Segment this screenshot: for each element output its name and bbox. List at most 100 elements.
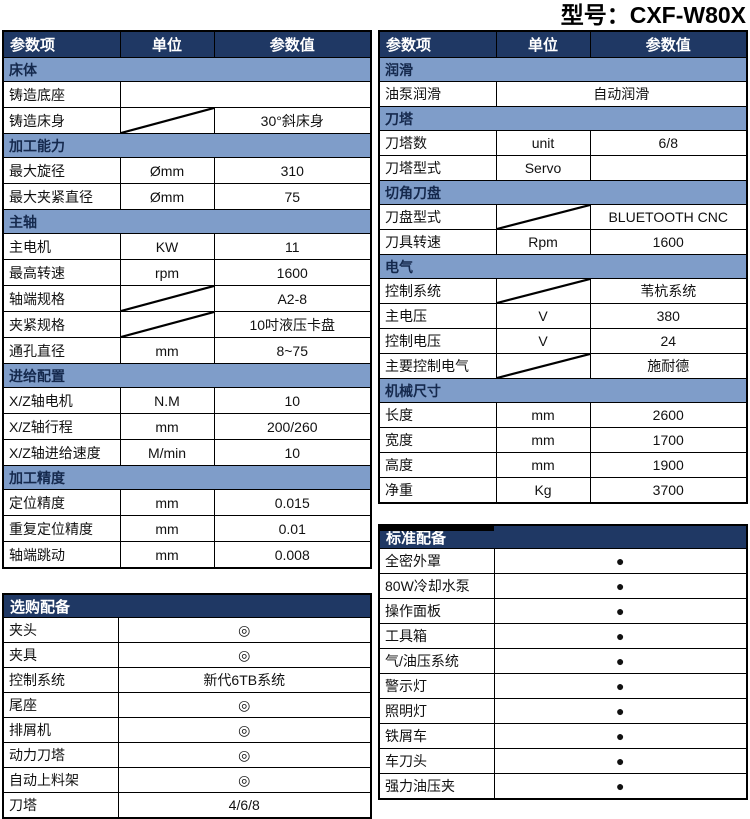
row-value: 1600 (589, 229, 748, 255)
row-value: 新代6TB系统 (117, 667, 372, 693)
row-label: 80W冷却水泵 (378, 573, 495, 599)
row-label: 操作面板 (378, 598, 495, 624)
column-header: 参数值 (589, 30, 748, 58)
diagonal-slash (121, 108, 214, 133)
equipment-row: 刀塔 4/6/8 (2, 792, 372, 819)
equipped-bullet: ● (493, 673, 748, 699)
spacer (378, 504, 748, 524)
equipment-row: 全密外罩 ● (378, 548, 748, 574)
equipped-bullet: ● (493, 623, 748, 649)
row-value: 380 (589, 303, 748, 329)
row-label: 通孔直径 (2, 337, 121, 364)
section-title: 加工能力 (2, 133, 372, 158)
spec-row: 通孔直径 mm 8~75 (2, 337, 372, 364)
row-value: 75 (213, 183, 372, 210)
diagonal-slash-cell (119, 285, 215, 312)
row-label: 轴端跳动 (2, 541, 121, 569)
equipped-bullet: ◎ (117, 692, 372, 718)
row-unit: Servo (495, 155, 591, 181)
column-header: 参数项 (378, 30, 497, 58)
row-label: 夹紧规格 (2, 311, 121, 338)
row-label: 长度 (378, 402, 497, 428)
row-label: 主电机 (2, 233, 121, 260)
diagonal-slash (497, 354, 590, 378)
equipment-row: 气/油压系统 ● (378, 648, 748, 674)
equipment-row: 80W冷却水泵 ● (378, 573, 748, 599)
section-title: 进给配置 (2, 363, 372, 388)
equipment-title: 标准配备 (378, 524, 748, 549)
spec-row: 刀塔数 unit 6/8 (378, 130, 748, 156)
diagonal-slash-cell (495, 353, 591, 379)
spec-row: 刀具转速 Rpm 1600 (378, 229, 748, 255)
section-row: 进给配置 (2, 363, 372, 388)
row-unit: mm (495, 452, 591, 478)
row-label: 自动上料架 (2, 767, 119, 793)
row-label: X/Z轴进给速度 (2, 439, 121, 466)
row-value: 0.008 (213, 541, 372, 569)
equipment-title: 选购配备 (2, 593, 372, 618)
row-label: 控制系统 (2, 667, 119, 693)
spec-row: 油泵润滑 自动润滑 (378, 81, 748, 107)
row-value: 310 (213, 157, 372, 184)
spec-row: 最大旋径 Ømm 310 (2, 157, 372, 184)
column-header-row: 参数项 单位 参数值 (378, 30, 748, 58)
section-row: 加工精度 (2, 465, 372, 490)
spec-row: 铸造底座 (2, 81, 372, 108)
row-label: 重复定位精度 (2, 515, 121, 542)
row-label: 工具箱 (378, 623, 495, 649)
row-label: 排屑机 (2, 717, 119, 743)
diagonal-slash-cell (119, 107, 215, 134)
equipped-bullet: ● (493, 598, 748, 624)
section-row: 机械尺寸 (378, 378, 748, 403)
diagonal-slash (497, 205, 590, 229)
spec-row: 轴端跳动 mm 0.008 (2, 541, 372, 569)
row-value: 1900 (589, 452, 748, 478)
row-value: 24 (589, 328, 748, 354)
section-title: 润滑 (378, 57, 748, 82)
left-column: 参数项 单位 参数值 床体 铸造底座 铸造床身 30°斜床身 加工能力 最大旋径 Ømm 310 最大… (2, 30, 372, 819)
row-label: 全密外罩 (378, 548, 495, 574)
row-unit: mm (119, 413, 215, 440)
spec-row: X/Z轴行程 mm 200/260 (2, 413, 372, 440)
equipment-row: 排屑机 ◎ (2, 717, 372, 743)
spec-row: 夹紧规格 10吋液压卡盘 (2, 311, 372, 338)
row-value: 4/6/8 (117, 792, 372, 819)
section-row: 切角刀盘 (378, 180, 748, 205)
row-value: 10吋液压卡盘 (213, 311, 372, 338)
equipment-header-row: 选购配备 (2, 593, 372, 618)
spec-row: 主电机 KW 11 (2, 233, 372, 260)
equipment-row: 强力油压夹 ● (378, 773, 748, 800)
row-label: 车刀头 (378, 748, 495, 774)
section-title: 切角刀盘 (378, 180, 748, 205)
row-label: 铁屑车 (378, 723, 495, 749)
spec-row: 最高转速 rpm 1600 (2, 259, 372, 286)
row-unit: mm (119, 515, 215, 542)
spec-row: 长度 mm 2600 (378, 402, 748, 428)
equipped-bullet: ● (493, 648, 748, 674)
row-value: 1600 (213, 259, 372, 286)
column-header: 参数值 (213, 30, 372, 58)
diagonal-slash (121, 286, 214, 311)
equipped-bullet: ◎ (117, 717, 372, 743)
row-label: 刀盘型式 (378, 204, 497, 230)
equipped-bullet: ● (493, 723, 748, 749)
spec-row: 刀盘型式 BLUETOOTH CNC (378, 204, 748, 230)
row-value: 1700 (589, 427, 748, 453)
optional-equipment-table: 选购配备 夹头 ◎ 夹具 ◎ 控制系统 新代6TB系统 尾座 ◎ 排屑机 ◎ 动力刀塔 ◎ 自动上料架 ◎ 刀… (2, 593, 372, 819)
spec-row: 高度 mm 1900 (378, 452, 748, 478)
row-label: 主电压 (378, 303, 497, 329)
spec-row: 主电压 V 380 (378, 303, 748, 329)
equipment-row: 控制系统 新代6TB系统 (2, 667, 372, 693)
spec-row: 轴端规格 A2-8 (2, 285, 372, 312)
equipment-row: 夹具 ◎ (2, 642, 372, 668)
equipment-row: 车刀头 ● (378, 748, 748, 774)
equipment-row: 警示灯 ● (378, 673, 748, 699)
diagonal-slash-cell (119, 311, 215, 338)
spec-row: 主要控制电气 施耐德 (378, 353, 748, 379)
right-column: 参数项 单位 参数值 润滑 油泵润滑 自动润滑 刀塔 刀塔数 unit 6/8 刀塔型式 Servo 切… (378, 30, 748, 800)
model-title: 型号：CXF-W80X (560, 2, 746, 28)
section-title: 电气 (378, 254, 748, 279)
row-unit: rpm (119, 259, 215, 286)
equipment-row: 夹头 ◎ (2, 617, 372, 643)
diagonal-slash (497, 279, 590, 303)
